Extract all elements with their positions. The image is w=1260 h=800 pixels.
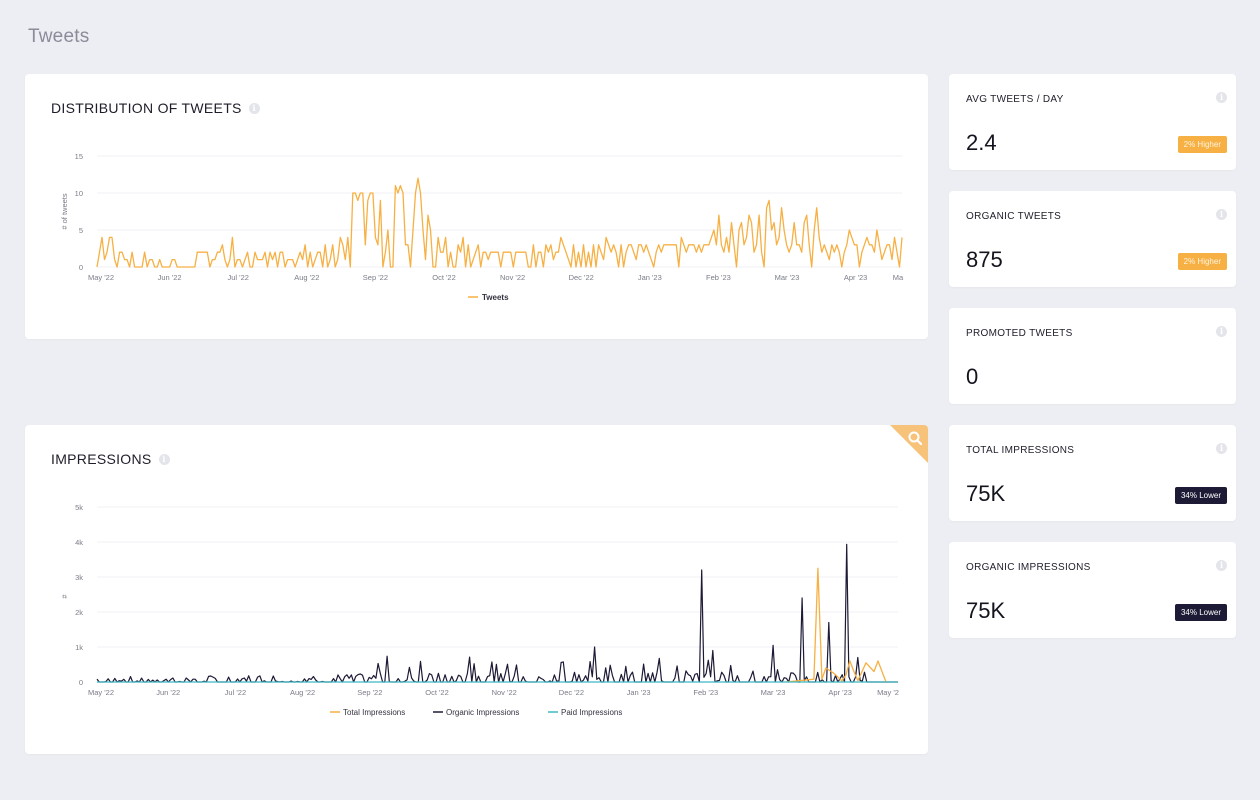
legend-label: Organic Impressions xyxy=(446,708,519,717)
legend-label: Tweets xyxy=(482,293,509,302)
stat-title: ORGANIC TWEETS xyxy=(966,211,1062,222)
stat-value: 2.4 xyxy=(966,130,997,155)
x-tick-label: Jul '22 xyxy=(227,273,248,282)
stat-card-total-impressions: TOTAL IMPRESSIONS i 75K 34% Lower xyxy=(949,425,1236,521)
x-tick-label: Dec '22 xyxy=(569,273,594,282)
y-tick-label: 0 xyxy=(79,678,83,687)
stat-value: 75K xyxy=(966,598,1006,623)
distribution-chart-card: DISTRIBUTION OF TWEETS i 0 5 10 15 # of twee… xyxy=(25,74,928,339)
stat-title: AVG TWEETS / DAY xyxy=(966,94,1064,105)
x-tick-label: Feb '23 xyxy=(693,688,718,697)
y-tick-label: 2k xyxy=(75,608,83,617)
impressions-chart-title: IMPRESSIONS i xyxy=(51,451,170,467)
stat-card-avg-tweets: AVG TWEETS / DAY i 2.4 2% Higher xyxy=(949,74,1236,170)
stat-value: 0 xyxy=(966,364,979,389)
x-tick-label: Jan '23 xyxy=(638,273,662,282)
tweets-series-line xyxy=(96,177,903,268)
stat-card-organic-tweets: ORGANIC TWEETS i 875 2% Higher xyxy=(949,191,1236,287)
info-icon[interactable]: i xyxy=(1216,92,1227,103)
status-badge: 34% Lower xyxy=(1174,487,1227,504)
y-tick-label: 3k xyxy=(75,573,83,582)
page-title: Tweets xyxy=(28,26,90,47)
stat-title: ORGANIC IMPRESSIONS xyxy=(966,562,1091,573)
stat-title: TOTAL IMPRESSIONS xyxy=(966,445,1075,456)
x-tick-label: Jun '22 xyxy=(156,688,180,697)
y-tick-label: 15 xyxy=(75,152,83,161)
impressions-chart-card: IMPRESSIONS i 0 1k 2k 3k 4k 5k # May '22 Jun '22… xyxy=(25,425,928,754)
status-badge: 2% Higher xyxy=(1177,136,1227,153)
total-impressions-line xyxy=(785,567,887,683)
status-badge: 2% Higher xyxy=(1177,253,1227,270)
organic-impressions-line xyxy=(96,543,898,683)
x-tick-label: Jul '22 xyxy=(225,688,246,697)
x-tick-label: Aug '22 xyxy=(294,273,319,282)
x-tick-label: Mar '23 xyxy=(761,688,786,697)
y-tick-label: 5 xyxy=(79,226,83,235)
x-tick-label: Sep '22 xyxy=(363,273,388,282)
y-tick-label: 5k xyxy=(75,503,83,512)
stat-value: 875 xyxy=(966,247,1003,272)
stat-card-promoted-tweets: PROMOTED TWEETS i 0 xyxy=(949,308,1236,404)
x-tick-label: Apr '23 xyxy=(828,688,852,697)
x-tick-label: Nov '22 xyxy=(492,688,517,697)
x-tick-label: Aug '22 xyxy=(290,688,315,697)
info-icon[interactable]: i xyxy=(1216,209,1227,220)
x-tick-label: Feb '23 xyxy=(706,273,731,282)
info-icon[interactable]: i xyxy=(1216,326,1227,337)
y-tick-label: 0 xyxy=(79,263,83,272)
x-tick-label: Mar '23 xyxy=(775,273,800,282)
stat-card-organic-impressions: ORGANIC IMPRESSIONS i 75K 34% Lower xyxy=(949,542,1236,638)
stat-value: 75K xyxy=(966,481,1006,506)
x-tick-label: Nov '22 xyxy=(500,273,525,282)
y-tick-label: 1k xyxy=(75,643,83,652)
legend-label: Total Impressions xyxy=(343,708,405,717)
x-tick-label: Oct '22 xyxy=(425,688,449,697)
info-icon[interactable]: i xyxy=(1216,560,1227,571)
x-tick-label: Jun '22 xyxy=(158,273,182,282)
x-tick-label: Sep '22 xyxy=(357,688,382,697)
x-tick-label: May '22 xyxy=(88,273,114,282)
distribution-chart-title: DISTRIBUTION OF TWEETS i xyxy=(51,100,260,116)
info-icon[interactable]: i xyxy=(158,453,170,465)
status-badge: 34% Lower xyxy=(1174,604,1227,621)
x-tick-label: May '2 xyxy=(877,688,899,697)
impressions-chart: 0 1k 2k 3k 4k 5k # May '22 Jun '22 Jul '22 Aug '22… xyxy=(60,503,899,717)
x-tick-label: Dec '22 xyxy=(559,688,584,697)
x-tick-label: Apr '23 xyxy=(844,273,868,282)
info-icon[interactable]: i xyxy=(248,102,260,114)
x-tick-label: Jan '23 xyxy=(627,688,651,697)
distribution-chart: 0 5 10 15 # of tweets May '22 Jun '22 Jul '22 Au… xyxy=(60,152,904,302)
x-tick-label: May '22 xyxy=(88,688,114,697)
y-axis-label: # xyxy=(60,594,69,599)
stat-title: PROMOTED TWEETS xyxy=(966,328,1073,339)
legend-label: Paid Impressions xyxy=(561,708,622,717)
search-icon[interactable] xyxy=(890,425,928,463)
y-axis-label: # of tweets xyxy=(60,193,69,230)
distribution-chart-title-text: DISTRIBUTION OF TWEETS xyxy=(51,100,242,116)
top-bar xyxy=(0,0,1260,25)
impressions-chart-title-text: IMPRESSIONS xyxy=(51,451,152,467)
x-tick-label: Ma xyxy=(893,273,904,282)
info-icon[interactable]: i xyxy=(1216,443,1227,454)
y-tick-label: 4k xyxy=(75,538,83,547)
x-tick-label: Oct '22 xyxy=(432,273,456,282)
y-tick-label: 10 xyxy=(75,189,83,198)
